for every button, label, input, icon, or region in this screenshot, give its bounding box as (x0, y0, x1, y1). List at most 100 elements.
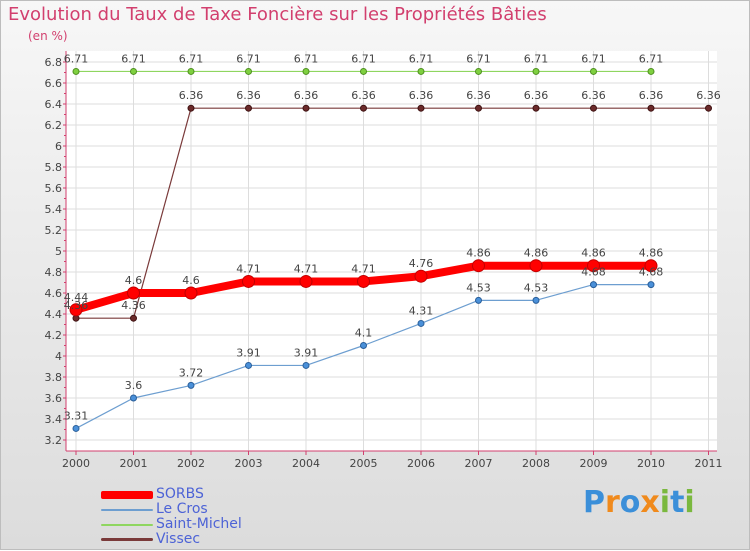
data-point-vissec (475, 104, 482, 112)
y-tick-label: 6.2 (45, 119, 63, 132)
data-label-vissec: 6.36 (524, 89, 549, 102)
data-point-saint-michel (187, 67, 195, 75)
data-label-saint-michel: 6.71 (639, 52, 664, 65)
data-label-sorbs: 4.71 (351, 262, 376, 275)
logo-letter: t (670, 485, 685, 520)
data-point-saint-michel (590, 67, 597, 75)
data-point-vissec (647, 104, 655, 112)
data-label-le-cros: 4.31 (409, 304, 434, 317)
data-label-vissec: 6.36 (466, 89, 491, 102)
data-label-saint-michel: 6.71 (409, 52, 434, 65)
logo-letter: P (583, 485, 605, 520)
x-tick-label: 2006 (407, 457, 435, 470)
data-label-vissec: 6.36 (179, 89, 204, 102)
data-label-saint-michel: 6.71 (64, 52, 89, 65)
legend-label-vissec: Vissec (156, 531, 201, 547)
series-layer (69, 67, 712, 432)
data-label-saint-michel: 6.71 (524, 52, 549, 65)
legend-label-sorbs: SORBS (156, 486, 204, 502)
y-tick-label: 4.8 (45, 266, 63, 279)
data-label-vissec: 6.36 (581, 89, 606, 102)
data-point-le-cros (475, 296, 482, 304)
data-label-saint-michel: 6.71 (294, 52, 319, 65)
data-point-vissec (417, 104, 425, 112)
x-tick-label: 2002 (177, 457, 205, 470)
data-label-le-cros: 4.53 (466, 281, 491, 294)
logo-letter: i (659, 485, 671, 520)
data-point-vissec (245, 104, 252, 112)
data-label-sorbs: 4.71 (236, 262, 261, 275)
y-tick-label: 5.2 (45, 224, 63, 237)
data-label-vissec: 6.36 (409, 89, 434, 102)
data-label-saint-michel: 6.71 (466, 52, 491, 65)
data-label-le-cros: 4.53 (524, 281, 549, 294)
data-point-saint-michel (475, 67, 482, 75)
data-label-sorbs: 4.86 (466, 247, 491, 260)
data-point-sorbs (299, 274, 313, 288)
data-label-le-cros: 3.91 (236, 346, 261, 359)
data-point-saint-michel (360, 67, 367, 75)
data-label-saint-michel: 6.71 (581, 52, 606, 65)
x-tick-label: 2000 (62, 457, 90, 470)
data-label-vissec: 4.36 (64, 299, 89, 312)
data-point-sorbs (184, 286, 198, 300)
x-tick-label: 2003 (235, 457, 263, 470)
data-label-saint-michel: 6.71 (121, 52, 146, 65)
data-label-vissec: 4.36 (121, 299, 146, 312)
data-label-sorbs: 4.86 (524, 247, 549, 260)
data-point-saint-michel (532, 67, 540, 75)
data-point-le-cros (647, 281, 655, 289)
data-point-sorbs (414, 269, 428, 283)
y-tick-label: 6 (55, 140, 62, 153)
data-label-le-cros: 4.68 (639, 266, 664, 279)
y-axis-unit-label: (en %) (28, 29, 68, 43)
data-point-sorbs (529, 259, 543, 273)
legend-item-vissec: Vissec (101, 532, 242, 547)
data-point-sorbs (69, 303, 83, 317)
data-label-sorbs: 4.44 (64, 291, 89, 304)
y-tick-label: 4.2 (45, 329, 63, 342)
data-label-saint-michel: 6.71 (236, 52, 261, 65)
data-label-sorbs: 4.86 (639, 247, 664, 260)
x-tick-label: 2007 (465, 457, 493, 470)
y-tick-label: 3.4 (45, 413, 63, 426)
data-point-sorbs (357, 274, 370, 288)
legend-item-sorbs: SORBS (101, 487, 242, 502)
logo-letter: x (640, 485, 660, 520)
data-point-le-cros (360, 342, 367, 349)
logo-letter: o (619, 485, 641, 520)
data-point-saint-michel (647, 67, 655, 75)
y-tick-label: 3.8 (45, 371, 63, 384)
data-point-saint-michel (302, 67, 310, 75)
data-point-le-cros (302, 361, 310, 369)
data-label-layer: 6.71 6.71 6.71 6.71 6.71 6.71 6.71 6.71 6.71 6.71… (64, 52, 721, 422)
x-tick-label: 2008 (522, 457, 550, 470)
data-label-sorbs: 4.6 (182, 274, 200, 287)
y-tick-label: 3.6 (45, 392, 63, 405)
data-point-saint-michel (130, 67, 137, 75)
data-point-saint-michel (417, 67, 425, 75)
data-label-le-cros: 4.68 (581, 266, 606, 279)
legend-label-saint-michel: Saint-Michel (156, 516, 242, 532)
data-label-le-cros: 3.72 (179, 366, 204, 379)
y-tick-label: 4 (55, 350, 62, 363)
legend-item-saint-michel: Saint-Michel (101, 517, 242, 532)
data-point-vissec (130, 314, 137, 322)
data-point-le-cros (590, 281, 597, 289)
data-point-saint-michel (245, 67, 252, 75)
data-label-sorbs: 4.76 (409, 257, 434, 270)
x-tick-label: 2004 (292, 457, 320, 470)
data-label-sorbs: 4.71 (294, 262, 319, 275)
data-point-sorbs (587, 259, 600, 273)
data-label-sorbs: 4.6 (125, 274, 143, 287)
data-point-sorbs (127, 286, 140, 300)
series-line-vissec (75, 107, 710, 319)
data-label-vissec: 6.36 (294, 89, 319, 102)
data-label-le-cros: 4.1 (355, 327, 373, 340)
y-tick-label: 6.4 (45, 98, 63, 111)
data-label-le-cros: 3.31 (64, 409, 89, 422)
data-label-le-cros: 3.91 (294, 346, 319, 359)
data-label-vissec: 6.36 (696, 89, 721, 102)
data-point-sorbs (472, 259, 485, 273)
